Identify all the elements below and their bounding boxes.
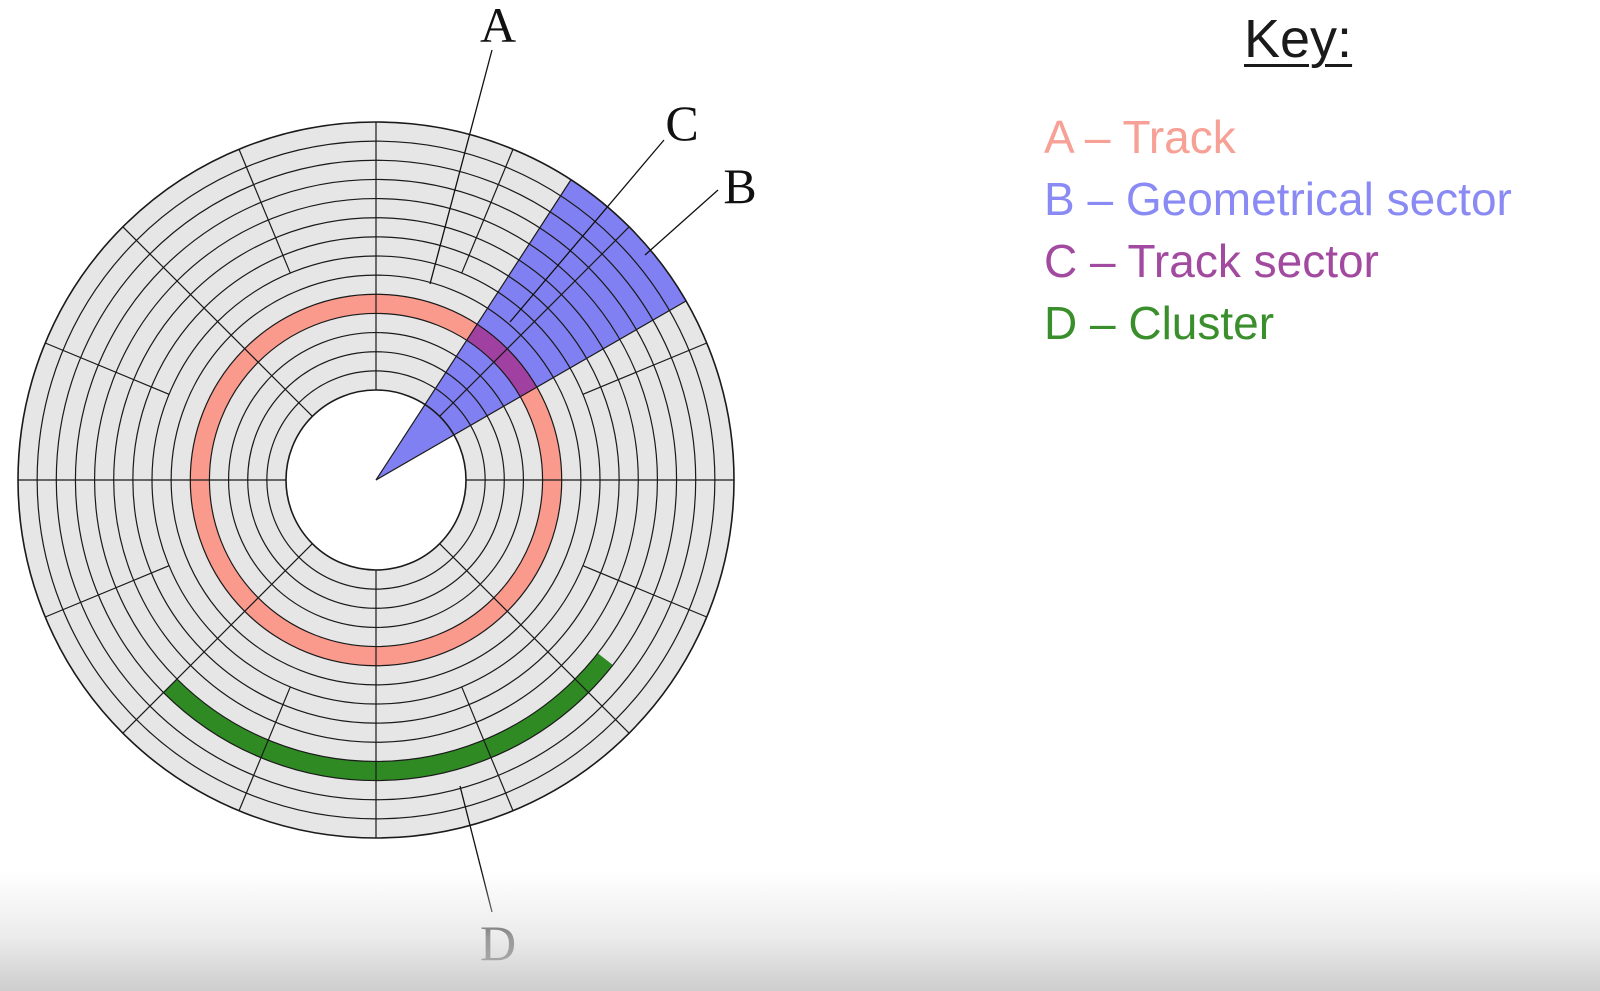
sector-divider — [439, 226, 630, 417]
geometrical-sector-edge — [375, 300, 687, 481]
cluster-highlight — [163, 653, 613, 781]
key-item-cluster: D – Cluster — [1044, 297, 1275, 349]
hard-disk-diagram: A C B D — [17, 0, 757, 971]
callout-line-c — [509, 139, 665, 323]
sector-divider — [45, 342, 170, 395]
key-title: Key: — [1244, 9, 1353, 69]
callout-label-c: C — [665, 95, 698, 151]
sector-divider — [122, 226, 313, 417]
sector-divider — [122, 543, 313, 734]
track-sector-highlight — [466, 324, 537, 397]
callout-line-a — [429, 49, 493, 285]
sector-divider — [461, 149, 514, 274]
disk-platter — [17, 121, 735, 839]
key-item-geometrical-sector: B – Geometrical sector — [1044, 173, 1512, 225]
callout-label-b: B — [723, 158, 756, 214]
callout-label-a: A — [480, 0, 516, 53]
sector-divider — [439, 543, 630, 734]
callout-label-d: D — [480, 915, 516, 971]
sector-divider — [45, 565, 170, 618]
geometrical-sector-edge — [375, 179, 572, 481]
key-item-track-sector: C – Track sector — [1044, 235, 1379, 287]
sector-divider — [582, 565, 707, 618]
key-item-track: A – Track — [1044, 111, 1236, 163]
geometrical-sector-highlight — [376, 179, 687, 481]
callout-line-b — [644, 189, 719, 256]
sector-divider — [461, 686, 514, 811]
sector-divider — [582, 342, 707, 395]
sector-divider — [238, 686, 291, 811]
sector-divider — [238, 149, 291, 274]
key-list: A – Track B – Geometrical sector C – Tra… — [1044, 106, 1512, 354]
